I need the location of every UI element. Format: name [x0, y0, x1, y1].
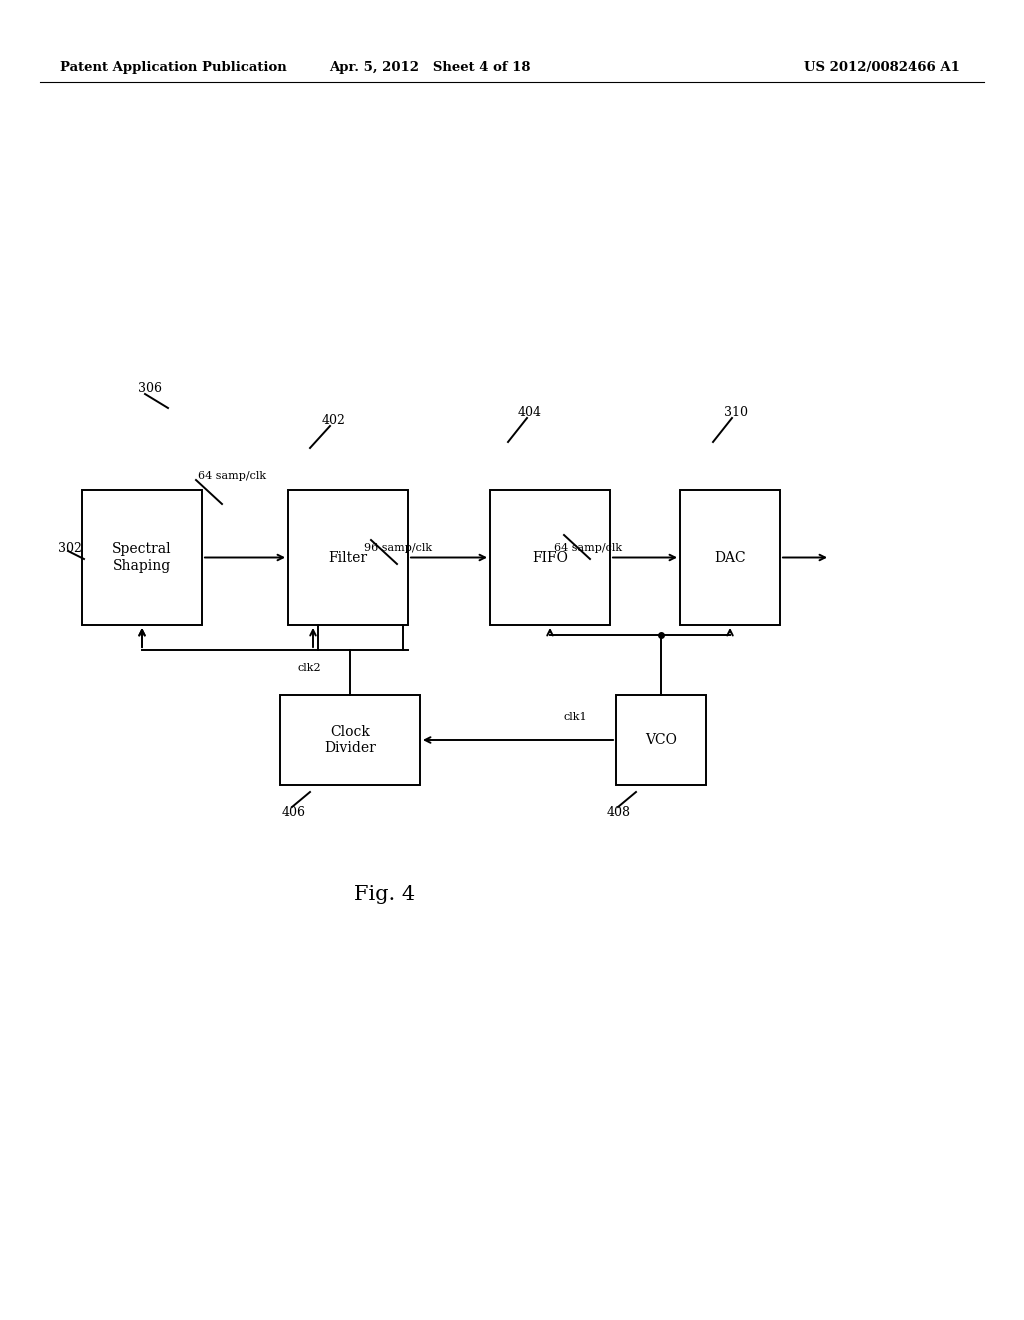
Text: Fig. 4: Fig. 4	[354, 886, 416, 904]
Bar	[280, 696, 420, 785]
Text: VCO: VCO	[645, 733, 677, 747]
Text: Patent Application Publication: Patent Application Publication	[60, 62, 287, 74]
Bar	[616, 696, 706, 785]
Text: Filter: Filter	[329, 550, 368, 565]
Text: FIFO: FIFO	[532, 550, 568, 565]
Bar	[490, 490, 610, 624]
Bar	[82, 490, 202, 624]
Text: 408: 408	[607, 805, 631, 818]
Text: 96 samp/clk: 96 samp/clk	[364, 543, 432, 553]
Text: 64 samp/clk: 64 samp/clk	[198, 471, 266, 480]
Bar	[288, 490, 408, 624]
Text: 306: 306	[138, 381, 162, 395]
Text: Spectral
Shaping: Spectral Shaping	[113, 543, 172, 573]
Bar	[680, 490, 780, 624]
Text: 402: 402	[322, 413, 346, 426]
Text: 64 samp/clk: 64 samp/clk	[554, 543, 623, 553]
Text: US 2012/0082466 A1: US 2012/0082466 A1	[804, 62, 961, 74]
Text: clk1: clk1	[563, 711, 587, 722]
Text: Apr. 5, 2012   Sheet 4 of 18: Apr. 5, 2012 Sheet 4 of 18	[330, 62, 530, 74]
Text: DAC: DAC	[714, 550, 745, 565]
Text: 310: 310	[724, 405, 748, 418]
Text: 406: 406	[282, 805, 306, 818]
Text: 404: 404	[518, 405, 542, 418]
Text: 302: 302	[58, 541, 82, 554]
Text: Clock
Divider: Clock Divider	[324, 725, 376, 755]
Text: clk2: clk2	[298, 663, 322, 673]
